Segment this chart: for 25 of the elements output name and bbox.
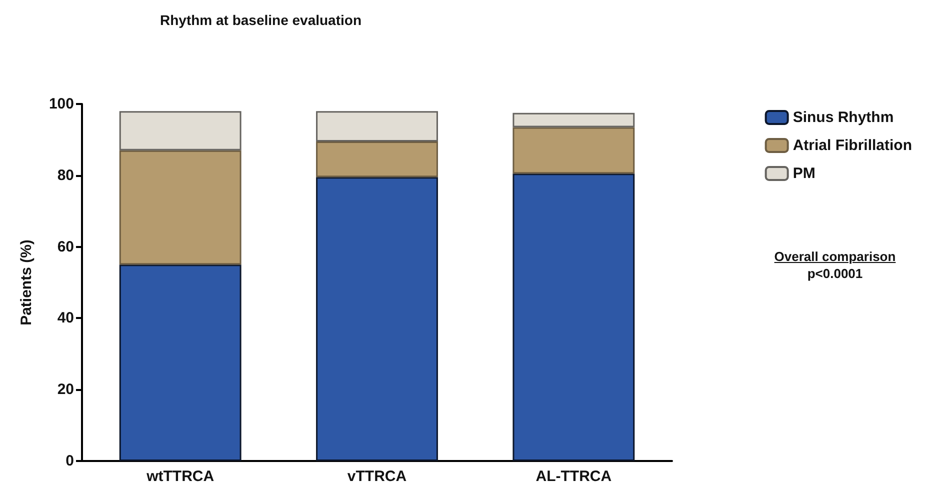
bar — [119, 150, 242, 265]
chart-title: Rhythm at baseline evaluation — [160, 12, 362, 28]
bar — [316, 141, 438, 178]
x-tick-label: vTTRCA — [347, 468, 407, 485]
bar — [119, 111, 242, 150]
bar — [512, 127, 635, 174]
legend-label: PM — [792, 165, 816, 182]
x-tick-label: wtTTRCA — [146, 468, 214, 485]
y-tick-label: 60 — [57, 238, 74, 256]
text: p<0.0001 — [806, 265, 864, 282]
bar — [119, 264, 242, 461]
text: Overall comparison — [773, 248, 897, 265]
y-axis-title: Patients (%) — [18, 240, 35, 326]
bar — [512, 174, 635, 461]
y-tick-label: 0 — [66, 452, 74, 470]
bar — [316, 111, 438, 142]
bar — [316, 177, 438, 461]
y-tick-label: 100 — [48, 96, 74, 112]
y-tick-label: 80 — [57, 166, 74, 184]
legend-label: Atrial Fibrillation — [792, 137, 912, 154]
legend-label: Sinus Rhythm — [792, 109, 894, 126]
y-tick-label: 20 — [57, 381, 74, 398]
bar — [512, 112, 635, 128]
y-tick-label: 40 — [57, 310, 74, 327]
x-tick-label: AL-TTRCA — [536, 468, 612, 485]
